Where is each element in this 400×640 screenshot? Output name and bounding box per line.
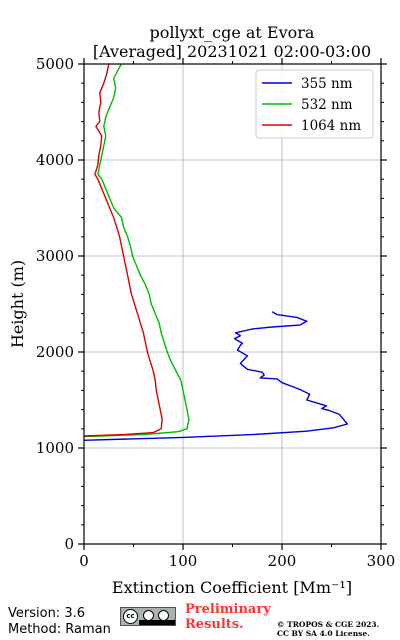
legend-label-3: 1064 nm [301, 118, 361, 134]
series-line-2 [83, 63, 190, 438]
copyright-line1: © TROPOS & CGE 2023. [277, 620, 380, 629]
series-line-1 [83, 311, 348, 441]
preliminary-line2: Results. [185, 617, 244, 632]
y-tick-label: 5000 [36, 55, 74, 73]
y-tick-label: 2000 [36, 343, 74, 361]
legend-box [255, 69, 374, 139]
legend-label-1: 355 nm [301, 76, 353, 92]
chart-title-line2: [Averaged] 20231021 02:00-03:00 [93, 42, 371, 61]
y-tick-label: 4000 [36, 151, 74, 169]
badge-strip [139, 620, 175, 625]
y-axis-label: Height (m) [8, 260, 27, 348]
cc-icon: cc [123, 609, 138, 624]
legend: 355 nm 532 nm 1064 nm [255, 69, 374, 139]
grid-layer [84, 64, 381, 544]
extinction-profile-chart: pollyxt_cge at Evora [Averaged] 20231021… [8, 23, 396, 597]
x-tick-label: 100 [169, 552, 198, 570]
x-tick-label: 200 [268, 552, 297, 570]
preliminary-notice: Preliminary Results. [185, 602, 271, 632]
series-line-3 [83, 63, 163, 437]
copyright-line2: CC BY SA 4.0 License. [277, 629, 370, 638]
x-tick-label: 0 [79, 552, 89, 570]
x-tick-label: 300 [367, 552, 396, 570]
series-layer [83, 63, 348, 441]
cc-license-badge: cc [120, 607, 176, 626]
x-axis-label: Extinction Coefficient [Mm⁻¹] [112, 578, 352, 597]
copyright-notice: © TROPOS & CGE 2023. CC BY SA 4.0 Licens… [277, 620, 379, 638]
footer-info: Version: 3.6 Method: Raman [8, 606, 111, 638]
preliminary-line1: Preliminary [185, 602, 271, 617]
y-tick-label: 1000 [36, 439, 74, 457]
method-text: Method: Raman [8, 622, 111, 637]
chart-title-line1: pollyxt_cge at Evora [150, 23, 315, 42]
y-tick-label: 3000 [36, 247, 74, 265]
legend-label-2: 532 nm [301, 97, 353, 113]
y-tick-label: 0 [64, 535, 74, 553]
version-text: Version: 3.6 [8, 606, 85, 621]
